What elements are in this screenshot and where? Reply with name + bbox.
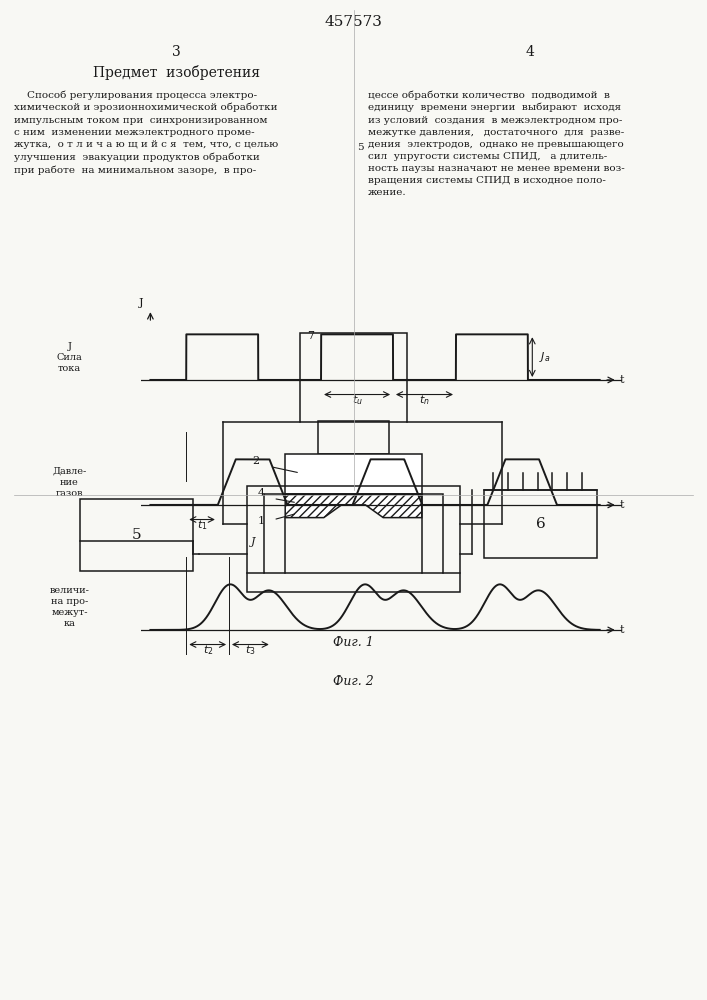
Text: Способ регулирования процесса электро-
химической и эрозионнохимической обработк: Способ регулирования процесса электро- х…	[14, 90, 279, 175]
Text: 5: 5	[132, 528, 141, 542]
Text: J
Сила
тока: J Сила тока	[57, 342, 83, 373]
Text: 6: 6	[536, 517, 545, 531]
Text: 3: 3	[173, 45, 181, 59]
Text: $t_n$: $t_n$	[419, 393, 430, 407]
Text: $J_a$: $J_a$	[539, 350, 550, 364]
Text: величи-
на про-
межут-
ка: величи- на про- межут- ка	[49, 586, 90, 628]
Bar	[300, 333, 407, 422]
Text: $t_u$: $t_u$	[351, 393, 363, 407]
Bar	[264, 494, 443, 573]
Text: $t_3$: $t_3$	[245, 643, 256, 657]
Text: t: t	[620, 500, 624, 510]
Bar	[484, 490, 597, 558]
Text: Давле-
ние
газов: Давле- ние газов	[52, 467, 87, 498]
Bar	[81, 498, 193, 571]
Polygon shape	[285, 494, 422, 518]
Text: t: t	[620, 625, 624, 635]
Text: 7: 7	[307, 331, 314, 341]
Text: J: J	[139, 298, 144, 308]
Text: J: J	[252, 537, 256, 547]
Text: цессе обработки количество  подводимой  в
единицу  времени энергии  выбирают  ис: цессе обработки количество подводимой в …	[368, 90, 624, 197]
Text: 4: 4	[257, 488, 264, 498]
Text: t: t	[620, 375, 624, 385]
Text: 457573: 457573	[325, 15, 382, 29]
Bar	[285, 454, 422, 494]
Text: 1: 1	[257, 516, 264, 526]
Bar	[318, 421, 389, 454]
Text: 4: 4	[526, 45, 534, 59]
Text: Предмет  изобретения: Предмет изобретения	[93, 65, 260, 80]
Text: Фиг. 2: Фиг. 2	[333, 675, 374, 688]
Text: 2: 2	[252, 456, 259, 466]
Text: $t_2$: $t_2$	[203, 643, 213, 657]
Bar	[247, 486, 460, 592]
Text: 5: 5	[357, 142, 363, 151]
Text: $t_1$: $t_1$	[197, 518, 207, 532]
Text: Фиг. 1: Фиг. 1	[333, 636, 374, 649]
